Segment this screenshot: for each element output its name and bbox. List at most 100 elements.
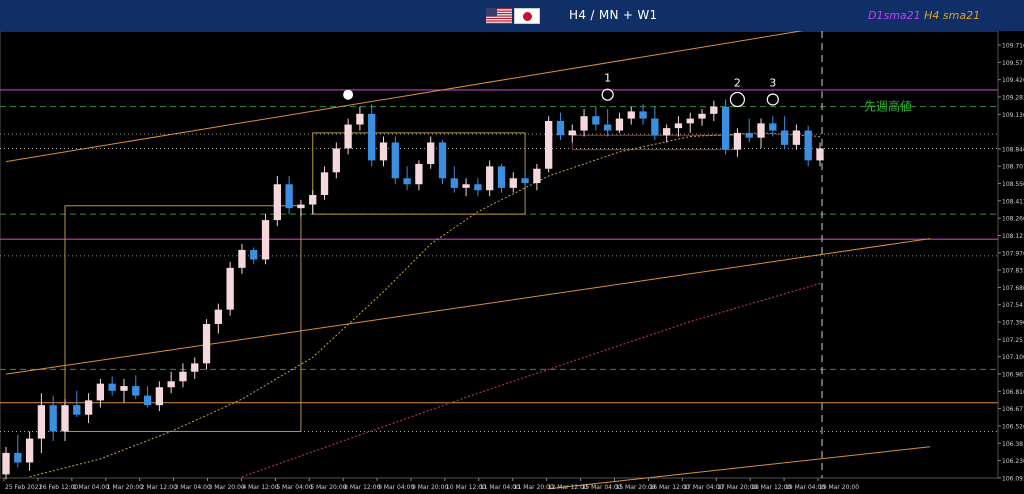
candle-body <box>769 123 777 131</box>
candle <box>2 446 10 480</box>
x-tick-label: 12 Mar 12:00 <box>548 484 588 491</box>
range-box-1 <box>64 205 302 432</box>
x-tick-label: 25 Feb 2021 <box>5 484 43 491</box>
trendline-0 <box>5 31 804 163</box>
candle-body <box>132 386 140 396</box>
x-tick-label: 2 Mar 12:00 <box>141 484 177 491</box>
candle-body <box>745 132 753 138</box>
candle <box>721 99 730 155</box>
candle <box>226 261 234 316</box>
candle-body <box>84 400 93 415</box>
candle <box>261 214 270 265</box>
x-tick-label: 5 Mar 04:00 <box>276 484 312 491</box>
candle <box>450 166 458 193</box>
candle <box>120 378 128 403</box>
candle-body <box>415 163 423 185</box>
x-tick-label: 9 Mar 04:00 <box>378 484 414 491</box>
candle <box>757 118 765 149</box>
candle <box>273 175 281 227</box>
candle-body <box>816 148 824 161</box>
y-tick-label: 107.396 <box>1002 320 1024 327</box>
candle-body <box>214 309 223 324</box>
candle <box>627 106 635 125</box>
candle-body <box>297 204 305 209</box>
candle <box>108 376 116 396</box>
x-tick-label: 15 Mar 04:00 <box>582 484 622 491</box>
x-tick-label: 18 Mar 12:00 <box>751 484 791 491</box>
candle <box>816 142 824 167</box>
candle <box>285 175 293 215</box>
candle <box>580 109 588 137</box>
y-tick-label: 107.831 <box>1002 268 1024 275</box>
sma-h4-line <box>29 132 821 478</box>
candle-body <box>261 220 270 260</box>
x-tick-label: 17 Mar 20:00 <box>717 484 757 491</box>
candle <box>320 166 329 200</box>
y-tick-label: 107.686 <box>1002 285 1024 292</box>
sma-h4-legend: H4 sma21 <box>924 9 981 22</box>
marker-circle-3 <box>766 93 779 106</box>
candle <box>674 116 683 137</box>
sma-d1-line <box>241 282 821 478</box>
candle-body <box>615 118 624 131</box>
candle-body <box>639 111 647 119</box>
candle <box>603 109 612 137</box>
candle-body <box>250 249 258 260</box>
candle-body <box>438 142 447 179</box>
x-tick-label: 10 Mar 12:00 <box>446 484 486 491</box>
candle <box>167 371 175 394</box>
candle-body <box>143 395 152 406</box>
candle-body <box>545 120 553 169</box>
y-tick-label: 108.121 <box>1002 233 1024 240</box>
candle-body <box>533 168 541 184</box>
candle <box>545 116 553 173</box>
candle-body <box>226 267 234 310</box>
candle-body <box>379 142 388 161</box>
candle <box>214 303 223 334</box>
peak-dot-marker <box>343 89 354 100</box>
candle <box>780 116 789 149</box>
candle-body <box>721 106 730 150</box>
x-tick-label: 16 Mar 12:00 <box>649 484 689 491</box>
candle <box>96 378 105 408</box>
candle <box>639 104 647 125</box>
candle-body <box>191 363 199 372</box>
candle <box>509 172 517 193</box>
x-tick-label: 26 Feb 12:00 <box>39 484 79 491</box>
candle <box>615 112 624 133</box>
sma-d1-legend: D1sma21 <box>868 9 921 22</box>
candle <box>379 136 388 167</box>
y-tick-label: 107.106 <box>1002 354 1024 361</box>
x-tick-label: 5 Mar 20:00 <box>310 484 346 491</box>
marker-label-1: 1 <box>604 72 611 85</box>
x-tick-label: 11 Mar 20:00 <box>514 484 554 491</box>
candle-body <box>403 178 411 185</box>
candle-body <box>580 116 588 131</box>
candle <box>745 118 753 143</box>
marker-circle-2 <box>729 91 746 108</box>
candle-body <box>521 178 529 184</box>
candle-body <box>2 452 10 475</box>
candle <box>497 163 506 193</box>
candle <box>61 399 69 441</box>
y-tick-label: 109.281 <box>1002 94 1024 101</box>
y-tick-label: 108.701 <box>1002 164 1024 171</box>
candle-body <box>37 405 46 439</box>
candle <box>769 116 777 137</box>
marker-label-2: 2 <box>734 76 741 89</box>
y-tick-label: 109.716 <box>1002 43 1024 50</box>
candle-body <box>155 387 164 406</box>
candle-body <box>179 371 187 382</box>
x-tick-label: 19 Mar 04:00 <box>785 484 825 491</box>
us-flag-icon <box>486 8 512 24</box>
candle-body <box>710 106 718 114</box>
candle <box>179 363 187 388</box>
candle <box>568 124 576 143</box>
marker-circle-1 <box>601 88 614 101</box>
price-chart[interactable]: 1 2 3 先週高値 109.716 109.571 109.426 109.281 109.1… <box>0 31 1024 494</box>
candle <box>14 435 22 468</box>
y-tick-label: 108.411 <box>1002 198 1024 205</box>
candle <box>143 386 152 408</box>
x-tick-label: 8 Mar 12:00 <box>344 484 380 491</box>
x-tick-label: 17 Mar 04:00 <box>683 484 723 491</box>
